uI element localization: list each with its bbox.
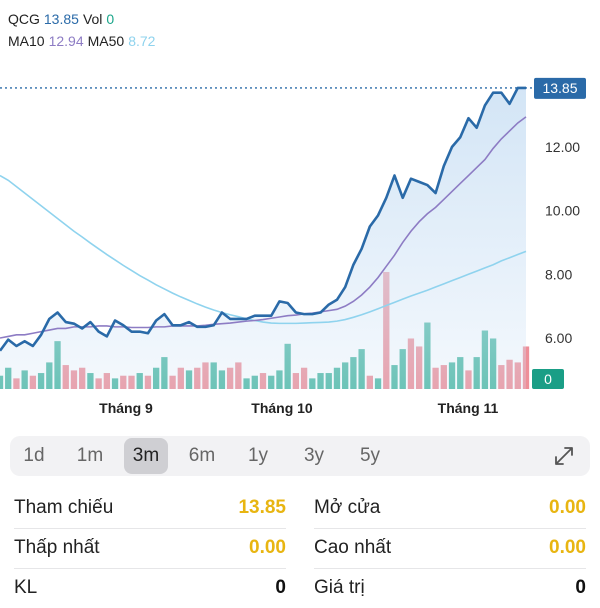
- volume-label: KL: [14, 577, 38, 598]
- divider: [14, 528, 286, 529]
- reference-value: 13.85: [238, 497, 286, 518]
- high-value: 0.00: [549, 537, 586, 558]
- symbol-label: QCG: [8, 11, 40, 27]
- expand-icon[interactable]: [552, 444, 576, 468]
- divider: [314, 568, 586, 569]
- divider: [314, 528, 586, 529]
- open-label: Mở cửa: [314, 497, 381, 518]
- x-tick-label: Tháng 10: [251, 400, 313, 416]
- value-label: Giá trị: [314, 577, 365, 598]
- tab-3m[interactable]: 3m: [124, 438, 168, 474]
- reference-label: Tham chiếu: [14, 497, 114, 518]
- stat-value: Giá trị 0: [314, 568, 586, 608]
- low-label: Thấp nhất: [14, 537, 100, 558]
- tab-3y[interactable]: 3y: [303, 445, 325, 466]
- stat-high: Cao nhất 0.00: [314, 528, 586, 568]
- ma10-label: MA10: [8, 33, 45, 49]
- price-badge: [534, 77, 586, 99]
- tab-1m[interactable]: 1m: [76, 445, 104, 466]
- y-tick-label: 6.00: [545, 330, 572, 346]
- timeframe-tabs: 1d 1m 3m 6m 1y 3y 5y: [10, 436, 590, 476]
- ma50-label: MA50: [87, 33, 125, 49]
- price-area: [0, 87, 526, 389]
- price-chart[interactable]: 12.00 10.00 8.00 6.00 13.85 0 Tháng 9 Tháng 10 T…: [0, 0, 600, 430]
- chart-legend-ma: MA10 12.94 MA50 8.72: [8, 32, 159, 50]
- low-value: 0.00: [249, 537, 286, 558]
- ma10-value: 12.94: [48, 33, 84, 49]
- stat-reference: Tham chiếu 13.85: [14, 488, 286, 528]
- stat-low: Thấp nhất 0.00: [14, 528, 286, 568]
- y-tick-label: 10.00: [545, 203, 580, 219]
- price-line: [0, 86, 526, 352]
- y-tick-label: 12.00: [545, 139, 580, 155]
- tab-1y[interactable]: 1y: [247, 445, 269, 466]
- stat-open: Mở cửa 0.00: [314, 488, 586, 528]
- high-label: Cao nhất: [314, 537, 392, 558]
- y-tick-label: 8.00: [545, 266, 572, 282]
- open-value: 0.00: [549, 497, 586, 518]
- vol-value: 0: [106, 11, 115, 27]
- tab-5y[interactable]: 5y: [359, 445, 381, 466]
- ma50-line: [0, 174, 527, 325]
- ma10-line: [0, 116, 527, 339]
- chart-legend-price: QCG 13.85 Vol 0: [8, 10, 118, 28]
- tab-1d[interactable]: 1d: [23, 445, 45, 466]
- value-value: 0: [575, 577, 586, 598]
- x-tick-label: Tháng 11: [438, 400, 499, 416]
- volume-value: 0: [275, 577, 286, 598]
- price-value: 13.85: [43, 11, 79, 27]
- volume-badge: [532, 369, 564, 389]
- ma50-value: 8.72: [128, 33, 156, 49]
- stat-volume: KL 0: [14, 568, 286, 608]
- tab-6m[interactable]: 6m: [188, 445, 216, 466]
- price-badge-label: 13.85: [542, 80, 577, 96]
- vol-label: Vol: [82, 11, 103, 27]
- divider: [14, 568, 286, 569]
- volume-badge-label: 0: [544, 371, 552, 387]
- x-tick-label: Tháng 9: [99, 400, 153, 416]
